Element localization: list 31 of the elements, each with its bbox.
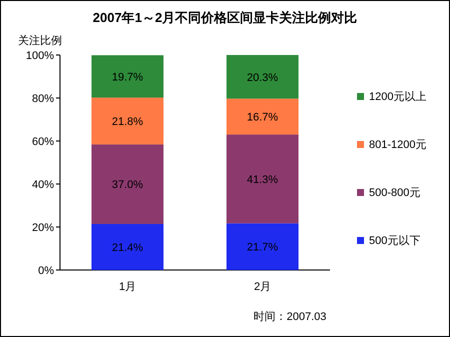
- text: 时间：2007.03: [254, 310, 326, 323]
- bar: [92, 98, 164, 144]
- bar: [226, 55, 298, 99]
- bar: [92, 55, 164, 98]
- data-label: 21.8%: [112, 116, 144, 128]
- data-label: 20.3%: [246, 72, 278, 84]
- bar: [226, 134, 298, 224]
- x-tick-label: 1月: [118, 281, 136, 293]
- data-label: 21.7%: [246, 242, 278, 254]
- bar: [92, 224, 164, 270]
- chart-title: 2007年1～2月不同价格区间显卡关注比例对比: [92, 10, 358, 25]
- data-label: 16.7%: [246, 112, 278, 124]
- data-label: 21.4%: [112, 242, 144, 254]
- y-tick-label: 20%: [32, 222, 54, 234]
- legend-label: 500元以下: [369, 234, 420, 247]
- y-axis-title: 关注比例: [18, 34, 62, 47]
- data-label: 19.7%: [112, 71, 144, 84]
- bar: [226, 223, 298, 270]
- legend-label: 500-800元: [369, 187, 420, 199]
- y-tick-label: 0%: [38, 265, 54, 277]
- y-tick-label: 100%: [26, 50, 54, 62]
- legend-label: 801-1200元: [369, 139, 426, 151]
- data-label: 41.3%: [246, 174, 278, 186]
- y-tick-label: 80%: [32, 93, 54, 105]
- x-tick-label: 2月: [254, 281, 272, 293]
- legend-label: 1200元以上: [369, 90, 426, 103]
- bar: [226, 98, 298, 135]
- y-tick-label: 60%: [32, 136, 54, 148]
- y-tick-label: 40%: [32, 179, 54, 191]
- bar: [92, 144, 164, 224]
- data-label: 37.0%: [112, 179, 144, 192]
